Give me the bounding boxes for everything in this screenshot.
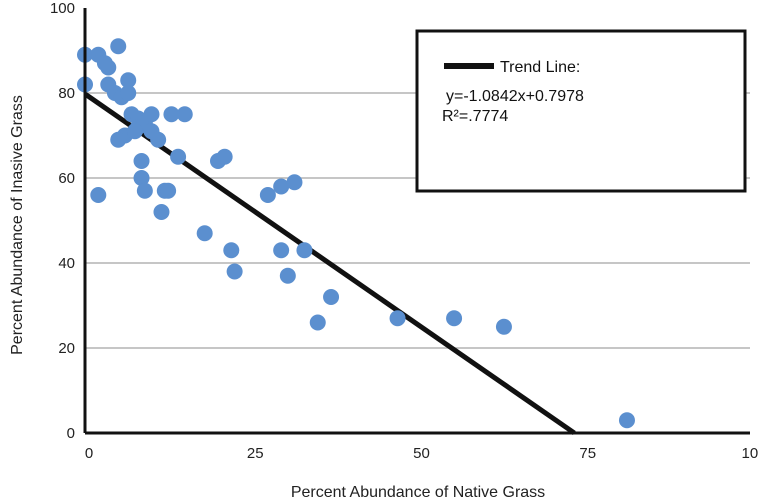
x-axis-title: Percent Abundance of Native Grass (291, 484, 545, 500)
trend-line-layer (83, 91, 576, 436)
data-point-20 (176, 106, 193, 123)
y-tick-100: 100 (50, 0, 75, 17)
legend-equation: y=-1.0842x+0.7978 (446, 88, 584, 105)
y-tick-0: 0 (67, 425, 75, 442)
data-point-18 (150, 131, 167, 148)
data-point-25 (133, 170, 150, 186)
data-point-34 (196, 225, 213, 242)
y-axis-title: Percent Abundance of Inasive Grass (9, 95, 26, 355)
data-point-40 (273, 242, 290, 259)
data-point-48 (618, 412, 635, 429)
x-tick-100: 100 (741, 445, 758, 462)
data-point-43 (323, 289, 340, 305)
x-tick-75: 75 (579, 445, 596, 462)
data-point-24 (133, 153, 150, 169)
x-tick-50: 50 (413, 445, 430, 462)
x-tick-0: 0 (85, 445, 93, 462)
data-point-30 (170, 148, 187, 165)
y-tick-labels: 0 20 40 60 80 100 (50, 0, 75, 442)
data-point-39 (286, 174, 303, 191)
data-point-16 (143, 106, 160, 123)
legend-box: Trend Line: y=-1.0842x+0.7978 R²=.7774 (415, 29, 747, 193)
data-point-45 (389, 310, 406, 327)
legend-r-squared: R²=.7774 (442, 108, 508, 125)
data-point-29 (153, 204, 170, 220)
legend-label: Trend Line: (500, 59, 580, 76)
data-point-11 (120, 72, 137, 89)
data-point-47 (495, 318, 512, 335)
data-point-37 (259, 187, 276, 203)
data-point-35 (223, 242, 240, 259)
data-point-42 (279, 267, 296, 284)
x-tick-labels: 0 25 50 75 100 (85, 445, 758, 462)
trend-line (83, 91, 576, 436)
plot-frame (83, 8, 750, 435)
data-point-10 (120, 85, 137, 101)
y-tick-40: 40 (58, 255, 75, 272)
data-point-22 (110, 131, 127, 148)
data-point-38 (273, 178, 290, 195)
data-point-19 (163, 106, 180, 123)
y-tick-60: 60 (58, 170, 75, 187)
data-point-5 (100, 59, 117, 76)
data-point-44 (309, 314, 326, 331)
data-point-26 (136, 182, 153, 199)
data-point-23 (126, 123, 143, 140)
legend-frame (415, 29, 747, 193)
data-point-28 (160, 182, 177, 199)
data-point-33 (90, 187, 107, 203)
y-tick-80: 80 (58, 85, 75, 102)
data-point-6 (110, 38, 127, 55)
x-tick-25: 25 (247, 445, 264, 462)
y-tick-20: 20 (58, 340, 75, 357)
data-point-32 (216, 148, 233, 165)
data-point-36 (226, 263, 243, 280)
data-point-41 (296, 242, 313, 259)
data-point-46 (446, 310, 463, 327)
